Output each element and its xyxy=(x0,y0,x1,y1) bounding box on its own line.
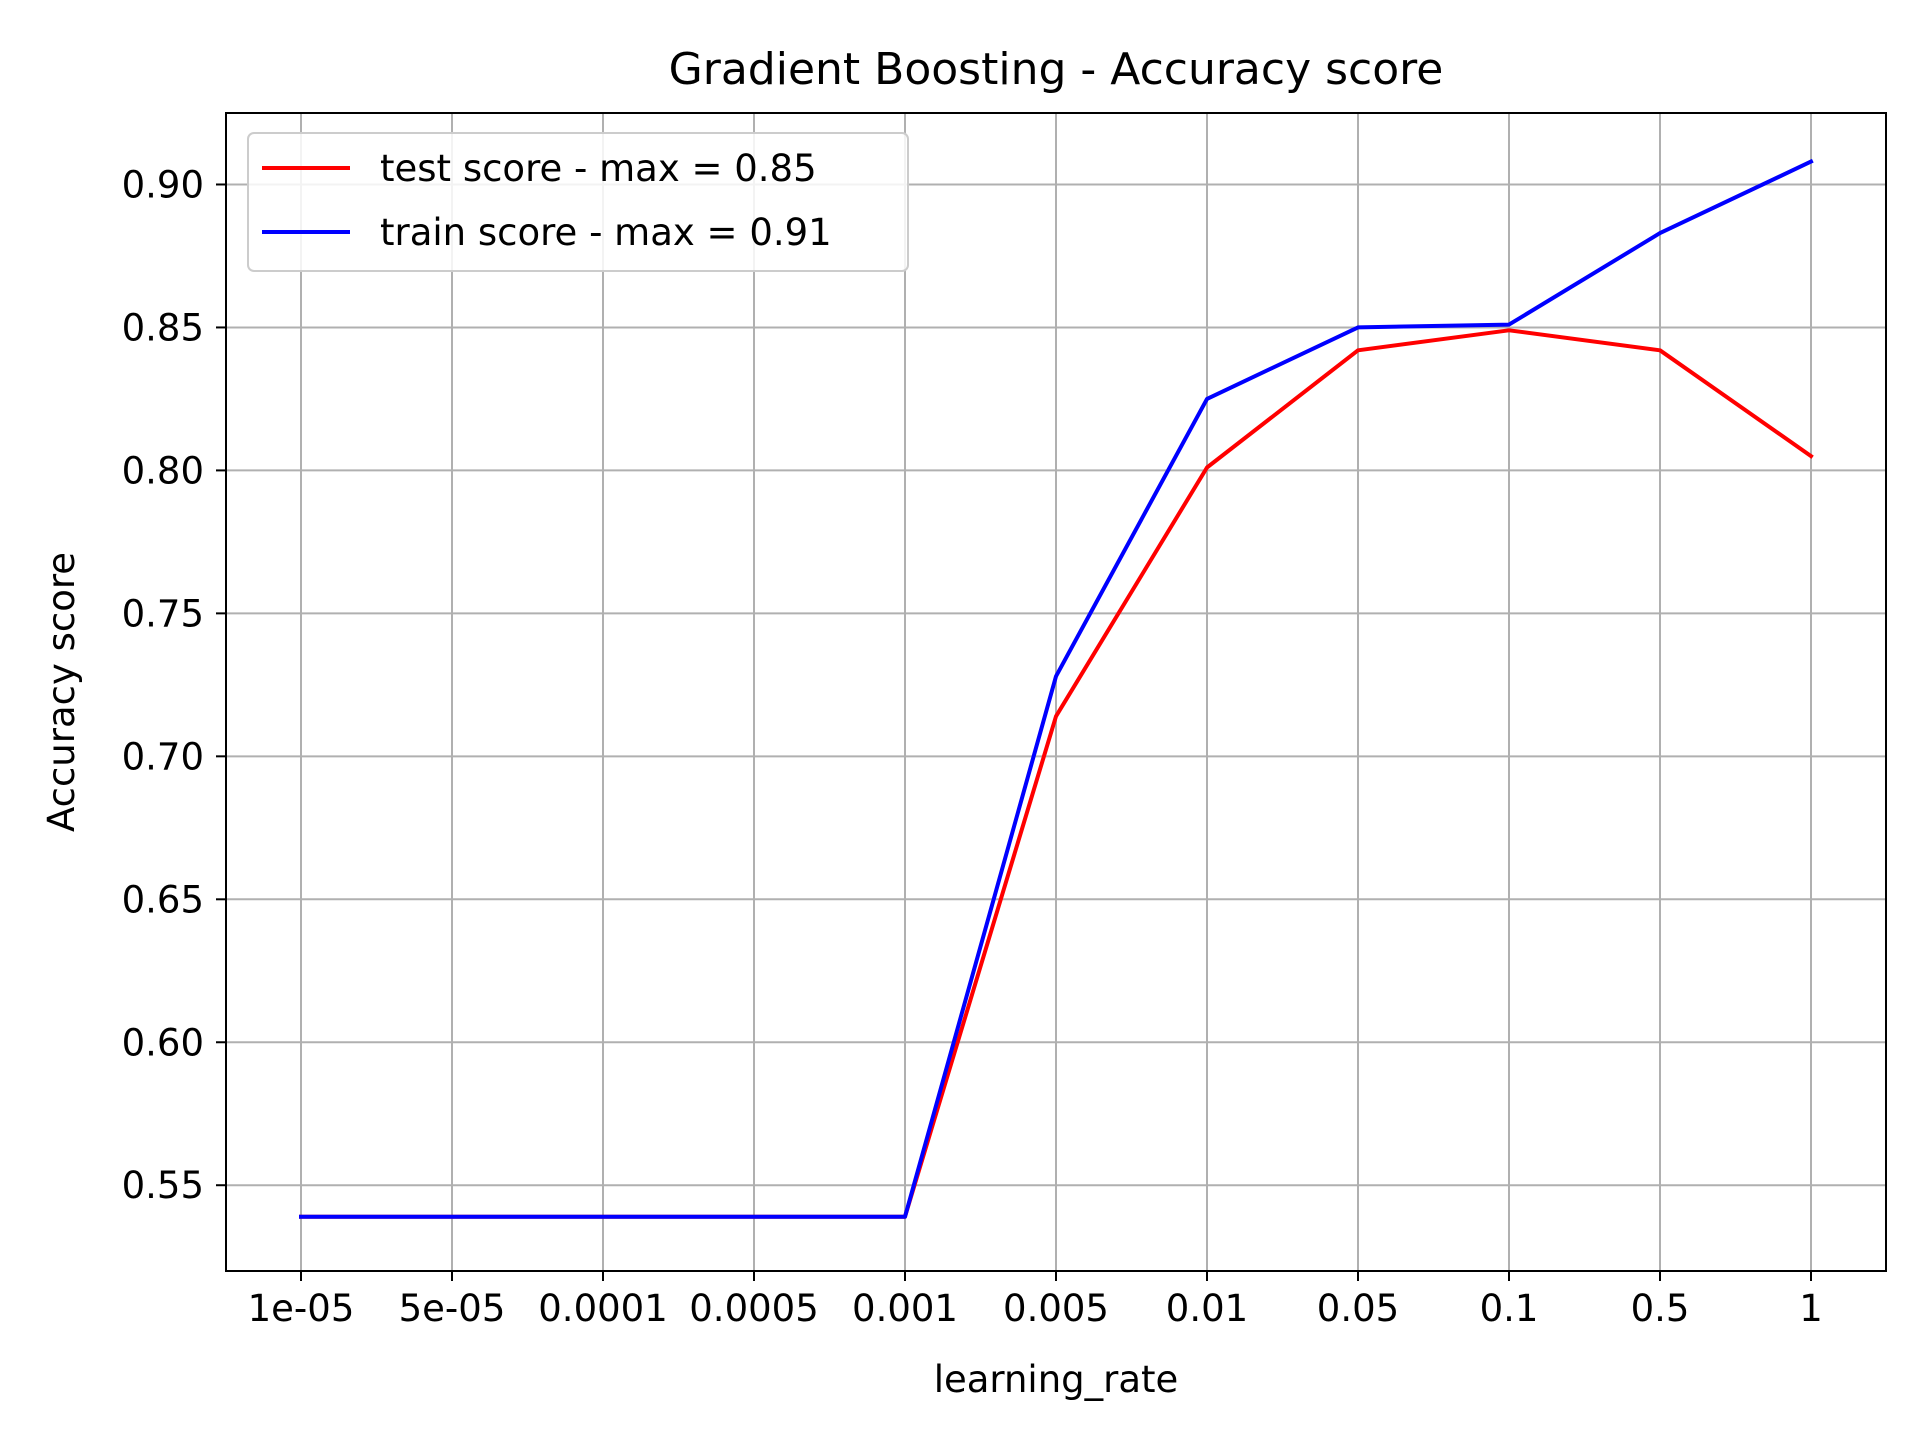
x-tick-label: 5e-05 xyxy=(399,1287,506,1330)
x-axis-label: learning_rate xyxy=(934,1358,1179,1401)
legend-label-test: test score - max = 0.85 xyxy=(380,147,817,190)
y-tick-label: 0.70 xyxy=(122,735,204,778)
y-axis-label: Accuracy score xyxy=(40,552,83,832)
x-tick-label: 0.01 xyxy=(1166,1287,1248,1330)
x-tick-label: 0.1 xyxy=(1480,1287,1539,1330)
chart-title: Gradient Boosting - Accuracy score xyxy=(669,44,1444,95)
y-tick-label: 0.75 xyxy=(122,592,204,635)
x-axis-ticks: 1e-05 5e-05 0.0001 0.0005 0.001 0.005 0.01 0.05… xyxy=(248,1271,1823,1330)
x-tick-label: 0.05 xyxy=(1317,1287,1399,1330)
x-tick-label: 0.5 xyxy=(1631,1287,1690,1330)
x-tick-label: 0.001 xyxy=(852,1287,958,1330)
legend-label-train: train score - max = 0.91 xyxy=(380,211,832,254)
y-axis-ticks: 0.55 0.60 0.65 0.70 0.75 0.80 0.85 0.90 xyxy=(122,163,226,1207)
y-tick-label: 0.80 xyxy=(122,449,204,492)
series-lines xyxy=(299,158,1814,1219)
y-tick-label: 0.60 xyxy=(122,1021,204,1064)
y-tick-label: 0.90 xyxy=(122,163,204,206)
legend: test score - max = 0.85 train score - ma… xyxy=(247,132,909,272)
x-tick-label: 0.0005 xyxy=(689,1287,818,1330)
y-tick-label: 0.65 xyxy=(122,878,204,921)
x-tick-label: 0.005 xyxy=(1003,1287,1109,1330)
x-tick-label: 1 xyxy=(1799,1287,1823,1330)
x-tick-label: 1e-05 xyxy=(248,1287,355,1330)
legend-box xyxy=(247,132,909,272)
grid xyxy=(226,113,1886,1271)
y-tick-label: 0.55 xyxy=(122,1164,204,1207)
x-tick-label: 0.0001 xyxy=(538,1287,667,1330)
y-tick-label: 0.85 xyxy=(122,306,204,349)
train-score-line xyxy=(299,158,1814,1219)
